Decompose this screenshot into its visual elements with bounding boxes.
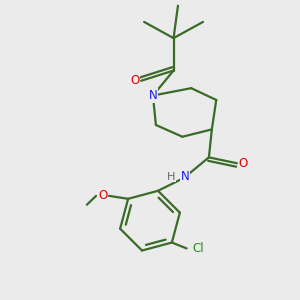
Text: H: H (167, 172, 176, 182)
Text: O: O (130, 74, 139, 87)
Text: O: O (98, 189, 107, 203)
Text: Cl: Cl (192, 242, 204, 255)
Text: N: N (148, 89, 157, 102)
Text: O: O (239, 157, 248, 170)
Text: N: N (181, 170, 190, 183)
